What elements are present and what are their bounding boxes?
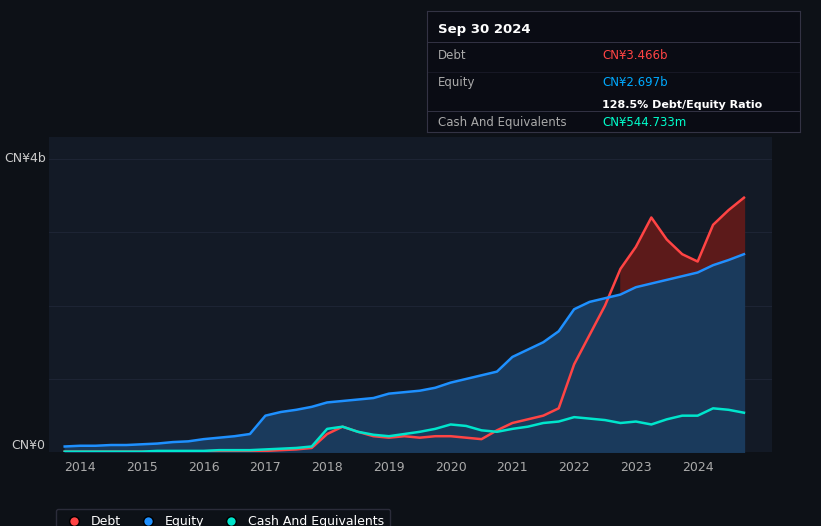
Text: Equity: Equity bbox=[438, 76, 475, 89]
Legend: Debt, Equity, Cash And Equivalents: Debt, Equity, Cash And Equivalents bbox=[56, 509, 390, 526]
Text: CN¥544.733m: CN¥544.733m bbox=[603, 116, 686, 129]
Text: CN¥3.466b: CN¥3.466b bbox=[603, 49, 668, 62]
Text: CN¥2.697b: CN¥2.697b bbox=[603, 76, 668, 89]
Text: Debt: Debt bbox=[438, 49, 467, 62]
Text: 128.5% Debt/Equity Ratio: 128.5% Debt/Equity Ratio bbox=[603, 100, 763, 110]
Text: CN¥0: CN¥0 bbox=[11, 439, 46, 452]
Text: Cash And Equivalents: Cash And Equivalents bbox=[438, 116, 566, 129]
Text: Sep 30 2024: Sep 30 2024 bbox=[438, 23, 530, 36]
Text: CN¥4b: CN¥4b bbox=[4, 153, 46, 165]
